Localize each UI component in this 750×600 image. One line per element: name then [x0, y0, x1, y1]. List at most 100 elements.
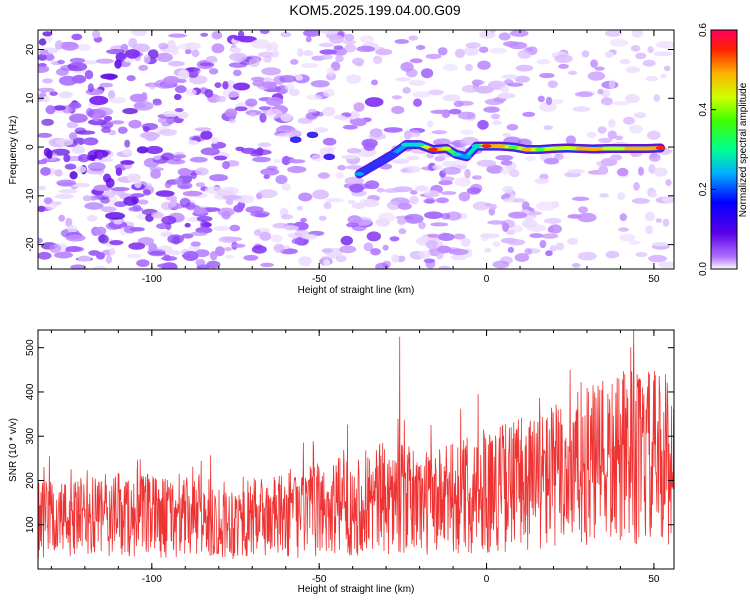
noise-blob: [295, 236, 305, 246]
noise-blob: [386, 201, 401, 210]
noise-blob: [648, 254, 667, 263]
noise-blob: [302, 50, 314, 57]
noise-blob: [406, 129, 421, 138]
noise-blob: [191, 49, 200, 58]
signal-track-point: [642, 146, 653, 151]
noise-blob: [143, 126, 150, 132]
noise-blob: [464, 168, 471, 179]
noise-blob: [211, 137, 219, 144]
noise-blob: [99, 196, 110, 204]
noise-blob: [425, 239, 438, 250]
noise-blob: [68, 132, 78, 141]
noise-blob: [658, 261, 674, 269]
colorbar-tick-label: 0.2: [698, 182, 709, 196]
noise-blob: [214, 82, 222, 88]
noise-blob: [349, 111, 361, 119]
signal-track-point: [401, 142, 412, 147]
noise-blob: [323, 259, 331, 266]
noise-blob: [133, 101, 154, 111]
noise-blob: [280, 214, 294, 220]
noise-blob: [597, 126, 607, 134]
snr-ytick-label: 200: [25, 472, 36, 489]
noise-blob: [581, 50, 590, 58]
signal-track-point: [371, 162, 382, 167]
noise-blob: [194, 127, 212, 132]
noise-blob: [477, 119, 489, 130]
noise-blob: [376, 187, 385, 193]
noise-blob: [424, 211, 444, 219]
noise-blob: [529, 233, 544, 239]
noise-blob: [149, 83, 156, 90]
noise-blob: [38, 237, 43, 244]
noise-blob: [598, 165, 609, 175]
noise-blob: [654, 167, 668, 177]
signal-blob: [306, 131, 319, 139]
noise-blob: [398, 228, 407, 235]
noise-blob: [140, 131, 161, 140]
noise-blob: [642, 59, 656, 67]
noise-blob: [438, 265, 452, 269]
noise-blob: [100, 73, 118, 80]
noise-blob: [536, 59, 551, 65]
noise-blob: [645, 75, 659, 82]
noise-blob: [38, 132, 53, 138]
noise-blob: [320, 30, 338, 35]
noise-blob: [578, 206, 589, 214]
noise-blob: [322, 137, 337, 146]
noise-blob: [305, 112, 318, 120]
noise-blob: [480, 233, 500, 239]
signal-track-point: [521, 147, 532, 152]
noise-blob: [633, 182, 640, 191]
noise-blob: [113, 219, 123, 225]
noise-blob: [438, 180, 453, 186]
signal-track-point: [461, 154, 472, 159]
noise-blob: [128, 119, 142, 129]
noise-blob: [155, 190, 175, 197]
noise-blob: [151, 211, 164, 219]
noise-blob: [260, 262, 274, 268]
noise-blob: [604, 51, 614, 58]
noise-blob: [310, 80, 330, 88]
noise-blob: [608, 119, 616, 128]
noise-blob: [598, 137, 613, 144]
signal-track-point: [588, 147, 599, 152]
noise-blob: [427, 89, 444, 96]
noise-blob: [69, 113, 88, 123]
noise-blob: [259, 231, 272, 241]
noise-blob: [150, 169, 162, 179]
noise-blob: [586, 131, 597, 139]
noise-blob: [63, 153, 71, 163]
noise-blob: [368, 132, 387, 140]
noise-blob: [235, 146, 245, 152]
spectrogram-xlabel: Height of straight line (km): [298, 285, 415, 296]
noise-blob: [195, 182, 206, 188]
noise-blob: [263, 174, 270, 180]
noise-blob: [215, 95, 226, 103]
noise-blob: [471, 175, 482, 180]
noise-blob: [460, 129, 474, 135]
noise-blob: [174, 108, 184, 113]
noise-blob: [335, 171, 345, 180]
noise-blob: [352, 118, 367, 127]
noise-blob: [653, 51, 673, 57]
colorbar-tick-label: 0.6: [698, 23, 709, 37]
noise-blob: [510, 30, 529, 37]
noise-blob: [217, 207, 235, 217]
noise-blob: [647, 46, 654, 54]
noise-blob: [146, 182, 153, 191]
noise-blob: [547, 226, 554, 233]
noise-blob: [290, 59, 299, 65]
noise-blob: [108, 96, 127, 104]
noise-blob: [195, 259, 206, 266]
noise-blob: [660, 74, 667, 79]
noise-blob: [241, 147, 257, 154]
noise-blob: [635, 251, 648, 258]
noise-blob: [409, 58, 423, 64]
spectrogram-xtick-label: 50: [648, 274, 660, 285]
noise-blob: [184, 48, 192, 55]
noise-blob: [301, 233, 318, 240]
noise-blob: [84, 70, 94, 80]
noise-blob: [391, 254, 400, 263]
noise-blob: [101, 127, 111, 133]
noise-blob: [136, 146, 149, 154]
